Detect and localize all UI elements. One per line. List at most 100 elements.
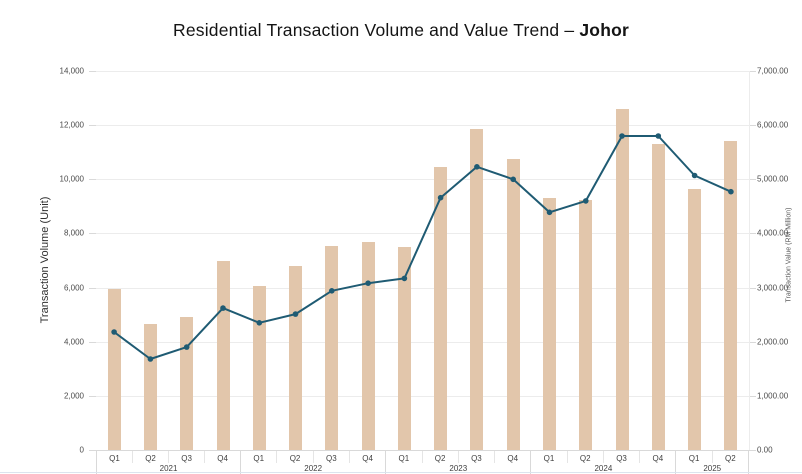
gridline [96,233,749,235]
left-axis-tick [89,179,96,181]
value-point-2023-q4 [510,176,516,183]
right-axis-tick-label: 1,000.00 [757,391,789,401]
x-axis-label-2022-q2: Q2 [277,451,314,464]
right-axis-tick [749,125,756,127]
right-axis-tick [749,71,756,72]
value-point-2024-q1 [546,209,553,216]
x-axis-label-2025-q2: Q2 [725,453,736,463]
x-axis-label-2023-q2: Q2 [423,451,459,464]
right-axis-tick [749,233,756,235]
value-line [113,135,732,360]
value-point-2023-q1 [401,275,408,282]
right-axis-tick [749,450,756,451]
x-axis-label-2022-q3: Q3 [314,451,350,464]
bar-2021-q4 [216,260,230,450]
value-point-2022-q3 [329,288,335,294]
value-point-2024-q3 [619,133,625,139]
value-point-2023-q3 [474,164,480,170]
value-line-layer [111,133,734,362]
x-axis-label-2022-q4: Q4 [362,453,373,463]
value-point-2021-q4 [220,305,226,311]
left-axis-tick-label: 8,000 [63,228,84,238]
x-axis-label-2023-q3: Q3 [459,451,496,464]
quarter-row: Q1 Q2 Q3 Q4 [97,451,240,464]
value-point-2023-q2 [437,194,444,201]
x-axis-label-2023-q1: Q1 [386,451,423,464]
bar-2024-q2 [579,199,593,450]
bar-2023-q2 [434,167,448,450]
x-axis-year-group-2023: Q1 Q2 Q3 Q4 2023 [386,451,532,474]
value-point-2024-q4 [655,133,662,139]
x-axis-year-label-2023: 2023 [449,464,468,474]
x-axis: Q1 Q2 Q3 Q4 2021 Q1 Q2 Q3 Q4 2022 Q1 Q2 Q3 Q4 2023 Q1 Q2… [96,450,750,474]
right-axis-tick [749,341,756,343]
right-axis-tick-label: 5,000.00 [757,174,789,184]
right-axis-tick-label: 4,000.00 [757,228,789,238]
gridline [96,179,749,181]
quarter-row: Q1 Q2 Q3 Q4 [386,451,530,464]
value-point-2021-q1 [111,329,117,335]
bar-2023-q1 [397,247,411,450]
value-point-2021-q2 [147,356,154,362]
bar-2024-q4 [651,144,665,450]
gridline [96,287,749,289]
left-axis-tick [89,71,96,72]
right-axis-tick-label: 2,000.00 [757,337,789,347]
plot-right-border [749,71,750,450]
value-point-2022-q2 [292,311,299,317]
x-axis-year-label-2022: 2022 [304,464,323,474]
gridline [96,125,749,127]
left-axis-tick-label: 14,000 [59,66,84,76]
bar-2023-q3 [470,129,484,450]
left-axis-tick-label: 12,000 [59,120,84,130]
right-axis-tick-label: 0.00 [757,445,773,455]
quarter-row: Q1 Q2 [676,451,748,464]
value-point-2021-q3 [183,344,190,350]
bar-2023-q4 [506,159,520,450]
quarter-row: Q1 Q2 Q3 Q4 [241,451,385,464]
x-axis-label-2024-q1: Q1 [531,451,568,464]
x-axis-label-2024-q4: Q4 [652,453,664,463]
x-axis-year-group-2024: Q1 Q2 Q3 Q4 2024 [531,451,677,474]
bar-2025-q2 [724,141,738,450]
chart-title-text: Residential Transaction Volume and Value… [172,20,580,40]
left-axis-tick [89,341,96,343]
value-point-2024-q2 [583,198,589,204]
value-point-2025-q2 [728,188,734,195]
left-axis-tick [89,233,96,235]
x-axis-year-label-2021: 2021 [159,464,178,474]
x-axis-label-2021-q4: Q4 [217,453,228,463]
x-axis-label-2021-q1: Q1 [97,451,134,464]
left-axis-tick-label: 6,000 [63,283,84,293]
left-axis-tick-label: 10,000 [59,174,84,184]
bar-2022-q3 [325,245,339,450]
left-axis-title: Transaction Volume (Unit) [39,196,51,324]
value-point-2022-q4 [365,280,371,286]
value-point-2022-q1 [256,320,263,326]
gridline [96,395,749,397]
bar-2021-q3 [180,317,194,450]
x-axis-label-2022-q1: Q1 [241,451,278,464]
x-axis-year-group-2021: Q1 Q2 Q3 Q4 2021 [96,451,242,474]
bar-2022-q1 [252,286,266,450]
right-axis-tick-label: 6,000.00 [757,120,789,130]
left-axis-tick [89,287,96,289]
left-axis-tick-label: 2,000 [63,391,84,401]
x-axis-label-2021-q3: Q3 [169,451,206,464]
bar-2021-q1 [107,288,121,450]
x-axis-label-2024-q3: Q3 [604,451,641,464]
quarter-row: Q1 Q2 Q3 Q4 [531,451,675,464]
x-axis-label-2025-q1: Q1 [676,451,713,464]
x-axis-label-2024-q2: Q2 [568,451,604,464]
left-axis-tick [89,450,96,451]
bar-2024-q3 [615,108,629,450]
chart-title-region: Johor [579,20,629,40]
right-axis-tick-label: 7,000.00 [757,66,789,76]
x-axis-year-group-2025: Q1 Q2 2025 [676,451,749,474]
right-axis-tick-label: 3,000.00 [757,283,789,293]
right-axis-tick [749,287,756,289]
right-axis-tick [749,395,756,397]
left-axis-tick [89,125,96,127]
x-axis-year-label-2025: 2025 [703,464,722,474]
